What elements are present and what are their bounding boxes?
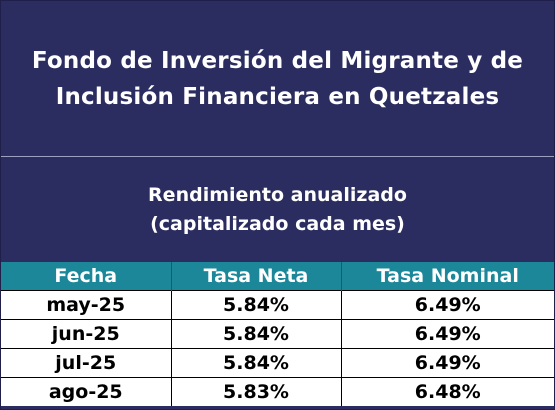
cell-tasa-nominal: 6.48% bbox=[340, 377, 554, 406]
subtitle-block: Rendimiento anualizado (capitalizado cad… bbox=[1, 157, 554, 262]
subtitle-line-2: (capitalizado cada mes) bbox=[150, 212, 405, 235]
header-fecha: Fecha bbox=[1, 262, 172, 291]
header-tasa-neta: Tasa Neta bbox=[171, 262, 342, 291]
cell-fecha: may-25 bbox=[1, 290, 172, 320]
cell-tasa-nominal: 6.49% bbox=[340, 348, 554, 378]
cell-fecha: jul-25 bbox=[1, 348, 172, 378]
cell-fecha: jun-25 bbox=[1, 319, 172, 349]
table-row: jun-25 5.84% 6.49% bbox=[1, 319, 554, 349]
cell-tasa-nominal: 6.49% bbox=[340, 290, 554, 320]
table-row: may-25 5.84% 6.49% bbox=[1, 290, 554, 320]
table-row: ago-25 5.83% 6.48% bbox=[1, 377, 554, 406]
fund-title-line-2: Inclusión Financiera en Quetzales bbox=[55, 83, 500, 110]
table-row: jul-25 5.84% 6.49% bbox=[1, 348, 554, 378]
header-tasa-nominal: Tasa Nominal bbox=[341, 262, 554, 291]
cell-tasa-nominal: 6.49% bbox=[340, 319, 554, 349]
title-divider bbox=[1, 156, 554, 157]
cell-tasa-neta: 5.84% bbox=[170, 319, 342, 349]
fund-title-line-1: Fondo de Inversión del Migrante y de bbox=[31, 47, 524, 74]
cell-fecha: ago-25 bbox=[1, 377, 172, 406]
rates-table: Fecha Tasa Neta Tasa Nominal may-25 5.84… bbox=[1, 262, 554, 406]
cell-tasa-neta: 5.84% bbox=[170, 348, 342, 378]
title-block: Fondo de Inversión del Migrante y de Inc… bbox=[1, 1, 554, 156]
cell-tasa-neta: 5.84% bbox=[170, 290, 342, 320]
subtitle-line-1: Rendimiento anualizado bbox=[148, 183, 407, 206]
table-header-row: Fecha Tasa Neta Tasa Nominal bbox=[1, 262, 554, 291]
cell-tasa-neta: 5.83% bbox=[170, 377, 342, 406]
